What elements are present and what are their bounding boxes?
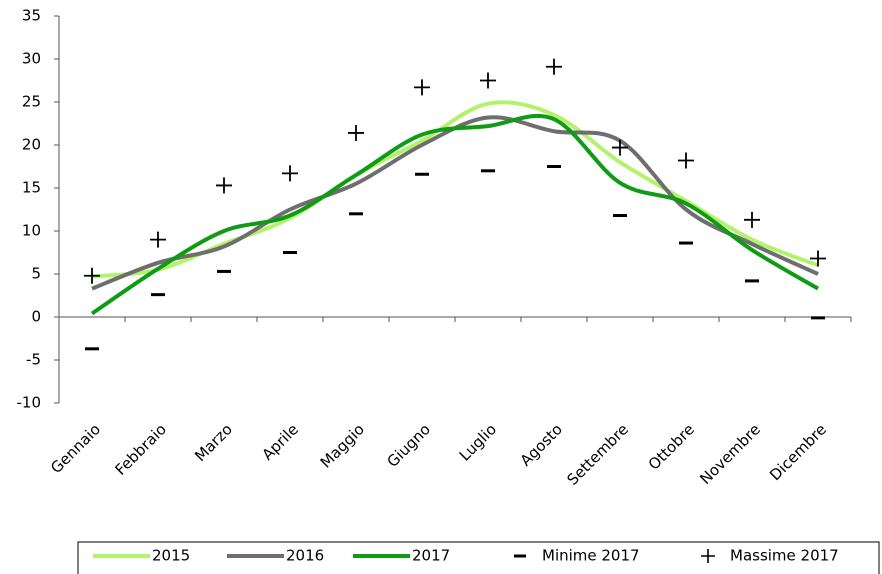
legend-label: Minime 2017 xyxy=(542,547,640,565)
series-line xyxy=(91,100,819,279)
y-tick-label: 20 xyxy=(22,136,41,154)
x-tick-label: Giugno xyxy=(383,420,434,471)
y-tick-label: 35 xyxy=(22,7,41,25)
max-marker xyxy=(84,267,100,284)
x-tick-label: Luglio xyxy=(456,420,500,464)
max-marker xyxy=(150,231,166,248)
max-marker xyxy=(744,211,760,228)
y-tick-label: 0 xyxy=(31,308,41,326)
x-tick-label: Marzo xyxy=(191,420,236,465)
legend-swatch xyxy=(701,549,715,563)
x-tick-label: Dicembre xyxy=(766,420,830,484)
legend-label: Massime 2017 xyxy=(730,547,839,565)
y-tick-label: 10 xyxy=(22,222,41,240)
y-tick-label: 5 xyxy=(31,265,41,283)
y-tick-label: -5 xyxy=(26,351,41,369)
max-marker xyxy=(810,250,826,267)
x-tick-label: Ottobre xyxy=(645,420,698,473)
x-tick-label: Gennaio xyxy=(47,420,104,477)
x-tick-label: Febbraio xyxy=(111,420,170,479)
x-tick-label: Agosto xyxy=(517,420,566,469)
y-tick-label: 30 xyxy=(22,50,41,68)
max-marker xyxy=(282,165,298,182)
max-marker xyxy=(678,152,694,169)
x-tick-label: Aprile xyxy=(259,420,302,463)
max-marker xyxy=(414,79,430,96)
x-tick-label: Settembre xyxy=(563,420,632,489)
x-tick-label: Maggio xyxy=(317,420,368,471)
legend-box xyxy=(77,541,880,574)
x-tick-label: Novembre xyxy=(696,420,764,488)
max-marker xyxy=(216,177,232,194)
max-marker xyxy=(612,139,628,156)
y-tick-label: 25 xyxy=(22,93,41,111)
legend-label: 2017 xyxy=(412,547,450,565)
legend-label: 2015 xyxy=(152,547,190,565)
max-marker xyxy=(348,124,364,141)
series-line xyxy=(90,113,820,316)
max-marker xyxy=(546,58,562,75)
y-tick-label: 15 xyxy=(22,179,41,197)
legend-label: 2016 xyxy=(286,547,324,565)
max-marker xyxy=(480,72,496,89)
series-line xyxy=(91,115,819,291)
y-tick-label: -10 xyxy=(17,394,42,412)
